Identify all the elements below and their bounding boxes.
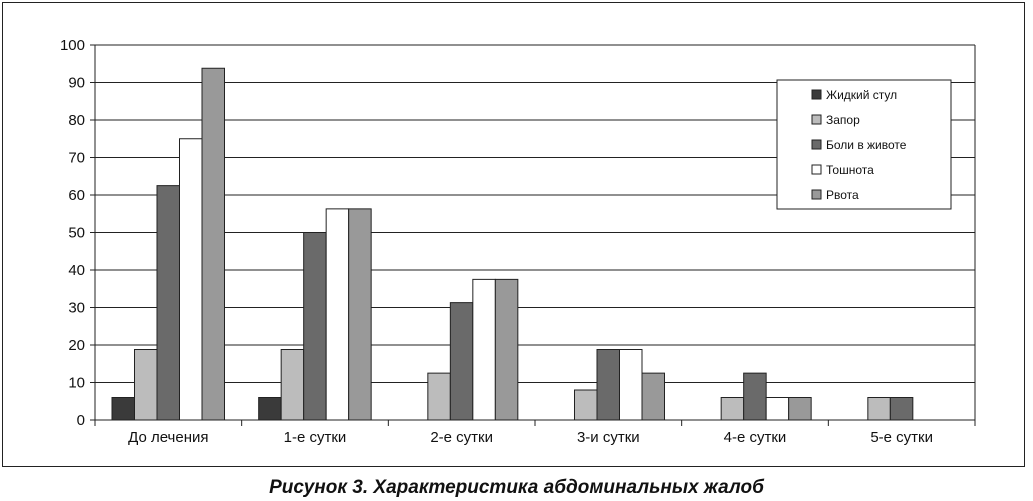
y-tick-label: 40 xyxy=(68,262,85,279)
y-tick-label: 0 xyxy=(77,412,85,429)
chart-frame xyxy=(2,2,1025,467)
figure-caption: Рисунок 3. Характеристика абдоминальных … xyxy=(269,477,764,498)
bar xyxy=(280,349,305,421)
bar xyxy=(156,185,180,421)
bar xyxy=(765,397,790,421)
bar-chart: 0 10 20 30 40 50 60 70 80 90 100 До лечения 1-е сут… xyxy=(60,37,976,446)
x-tick-label: 4-е сутки xyxy=(724,429,787,446)
legend-swatch xyxy=(811,89,822,100)
legend-label: Рвота xyxy=(826,188,859,202)
bar xyxy=(720,397,745,421)
y-tick-label: 80 xyxy=(68,112,85,129)
bar xyxy=(134,349,158,421)
y-tick-label: 100 xyxy=(60,37,85,54)
y-tick-label: 20 xyxy=(68,337,85,354)
axes xyxy=(90,44,976,426)
legend: Жидкий стул Запор Боли в животе Тошнота Рвот… xyxy=(776,79,952,210)
bars xyxy=(111,67,914,421)
legend-swatch xyxy=(811,114,822,125)
legend-label: Запор xyxy=(826,113,860,127)
y-tick-label: 90 xyxy=(68,75,85,92)
bar xyxy=(179,138,203,421)
bar xyxy=(111,397,135,421)
x-tick-label: До лечения xyxy=(128,429,208,446)
legend-box xyxy=(776,79,952,210)
bar xyxy=(348,208,372,421)
bar xyxy=(494,278,519,421)
y-tick-label: 10 xyxy=(68,375,85,392)
x-tick-labels: До лечения 1-е сутки 2-е сутки 3-и сутки 4-е… xyxy=(128,429,933,446)
x-tick-label: 2-е сутки xyxy=(430,429,493,446)
bar xyxy=(743,372,767,421)
bar xyxy=(258,397,282,421)
legend-label: Боли в животе xyxy=(826,138,907,152)
x-tick-label: 1-е сутки xyxy=(284,429,347,446)
bar xyxy=(619,349,643,421)
legend-swatch xyxy=(811,164,822,175)
x-tick-label: 3-и сутки xyxy=(577,429,640,446)
bar xyxy=(596,349,620,421)
bar xyxy=(641,372,665,421)
bar xyxy=(472,278,496,421)
bar xyxy=(325,208,350,421)
legend-swatch xyxy=(811,189,822,200)
bar xyxy=(574,389,598,421)
y-tick-label: 70 xyxy=(68,150,85,167)
bar xyxy=(427,372,451,421)
legend-label: Тошнота xyxy=(826,163,874,177)
y-tick-label: 30 xyxy=(68,300,85,317)
y-tick-labels: 0 10 20 30 40 50 60 70 80 90 100 xyxy=(60,37,85,429)
legend-label: Жидкий стул xyxy=(826,88,897,102)
bar xyxy=(201,67,225,421)
bar xyxy=(788,397,812,421)
legend-swatch xyxy=(811,139,822,150)
bar xyxy=(867,397,891,421)
y-tick-label: 50 xyxy=(68,225,85,242)
bar xyxy=(889,397,914,421)
y-tick-label: 60 xyxy=(68,187,85,204)
bar xyxy=(449,302,474,421)
bar xyxy=(303,232,327,421)
x-tick-label: 5-е сутки xyxy=(870,429,933,446)
